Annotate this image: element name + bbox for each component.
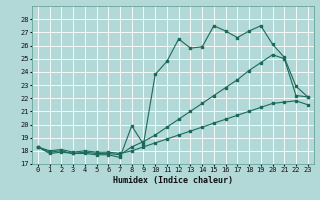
X-axis label: Humidex (Indice chaleur): Humidex (Indice chaleur) [113,176,233,185]
